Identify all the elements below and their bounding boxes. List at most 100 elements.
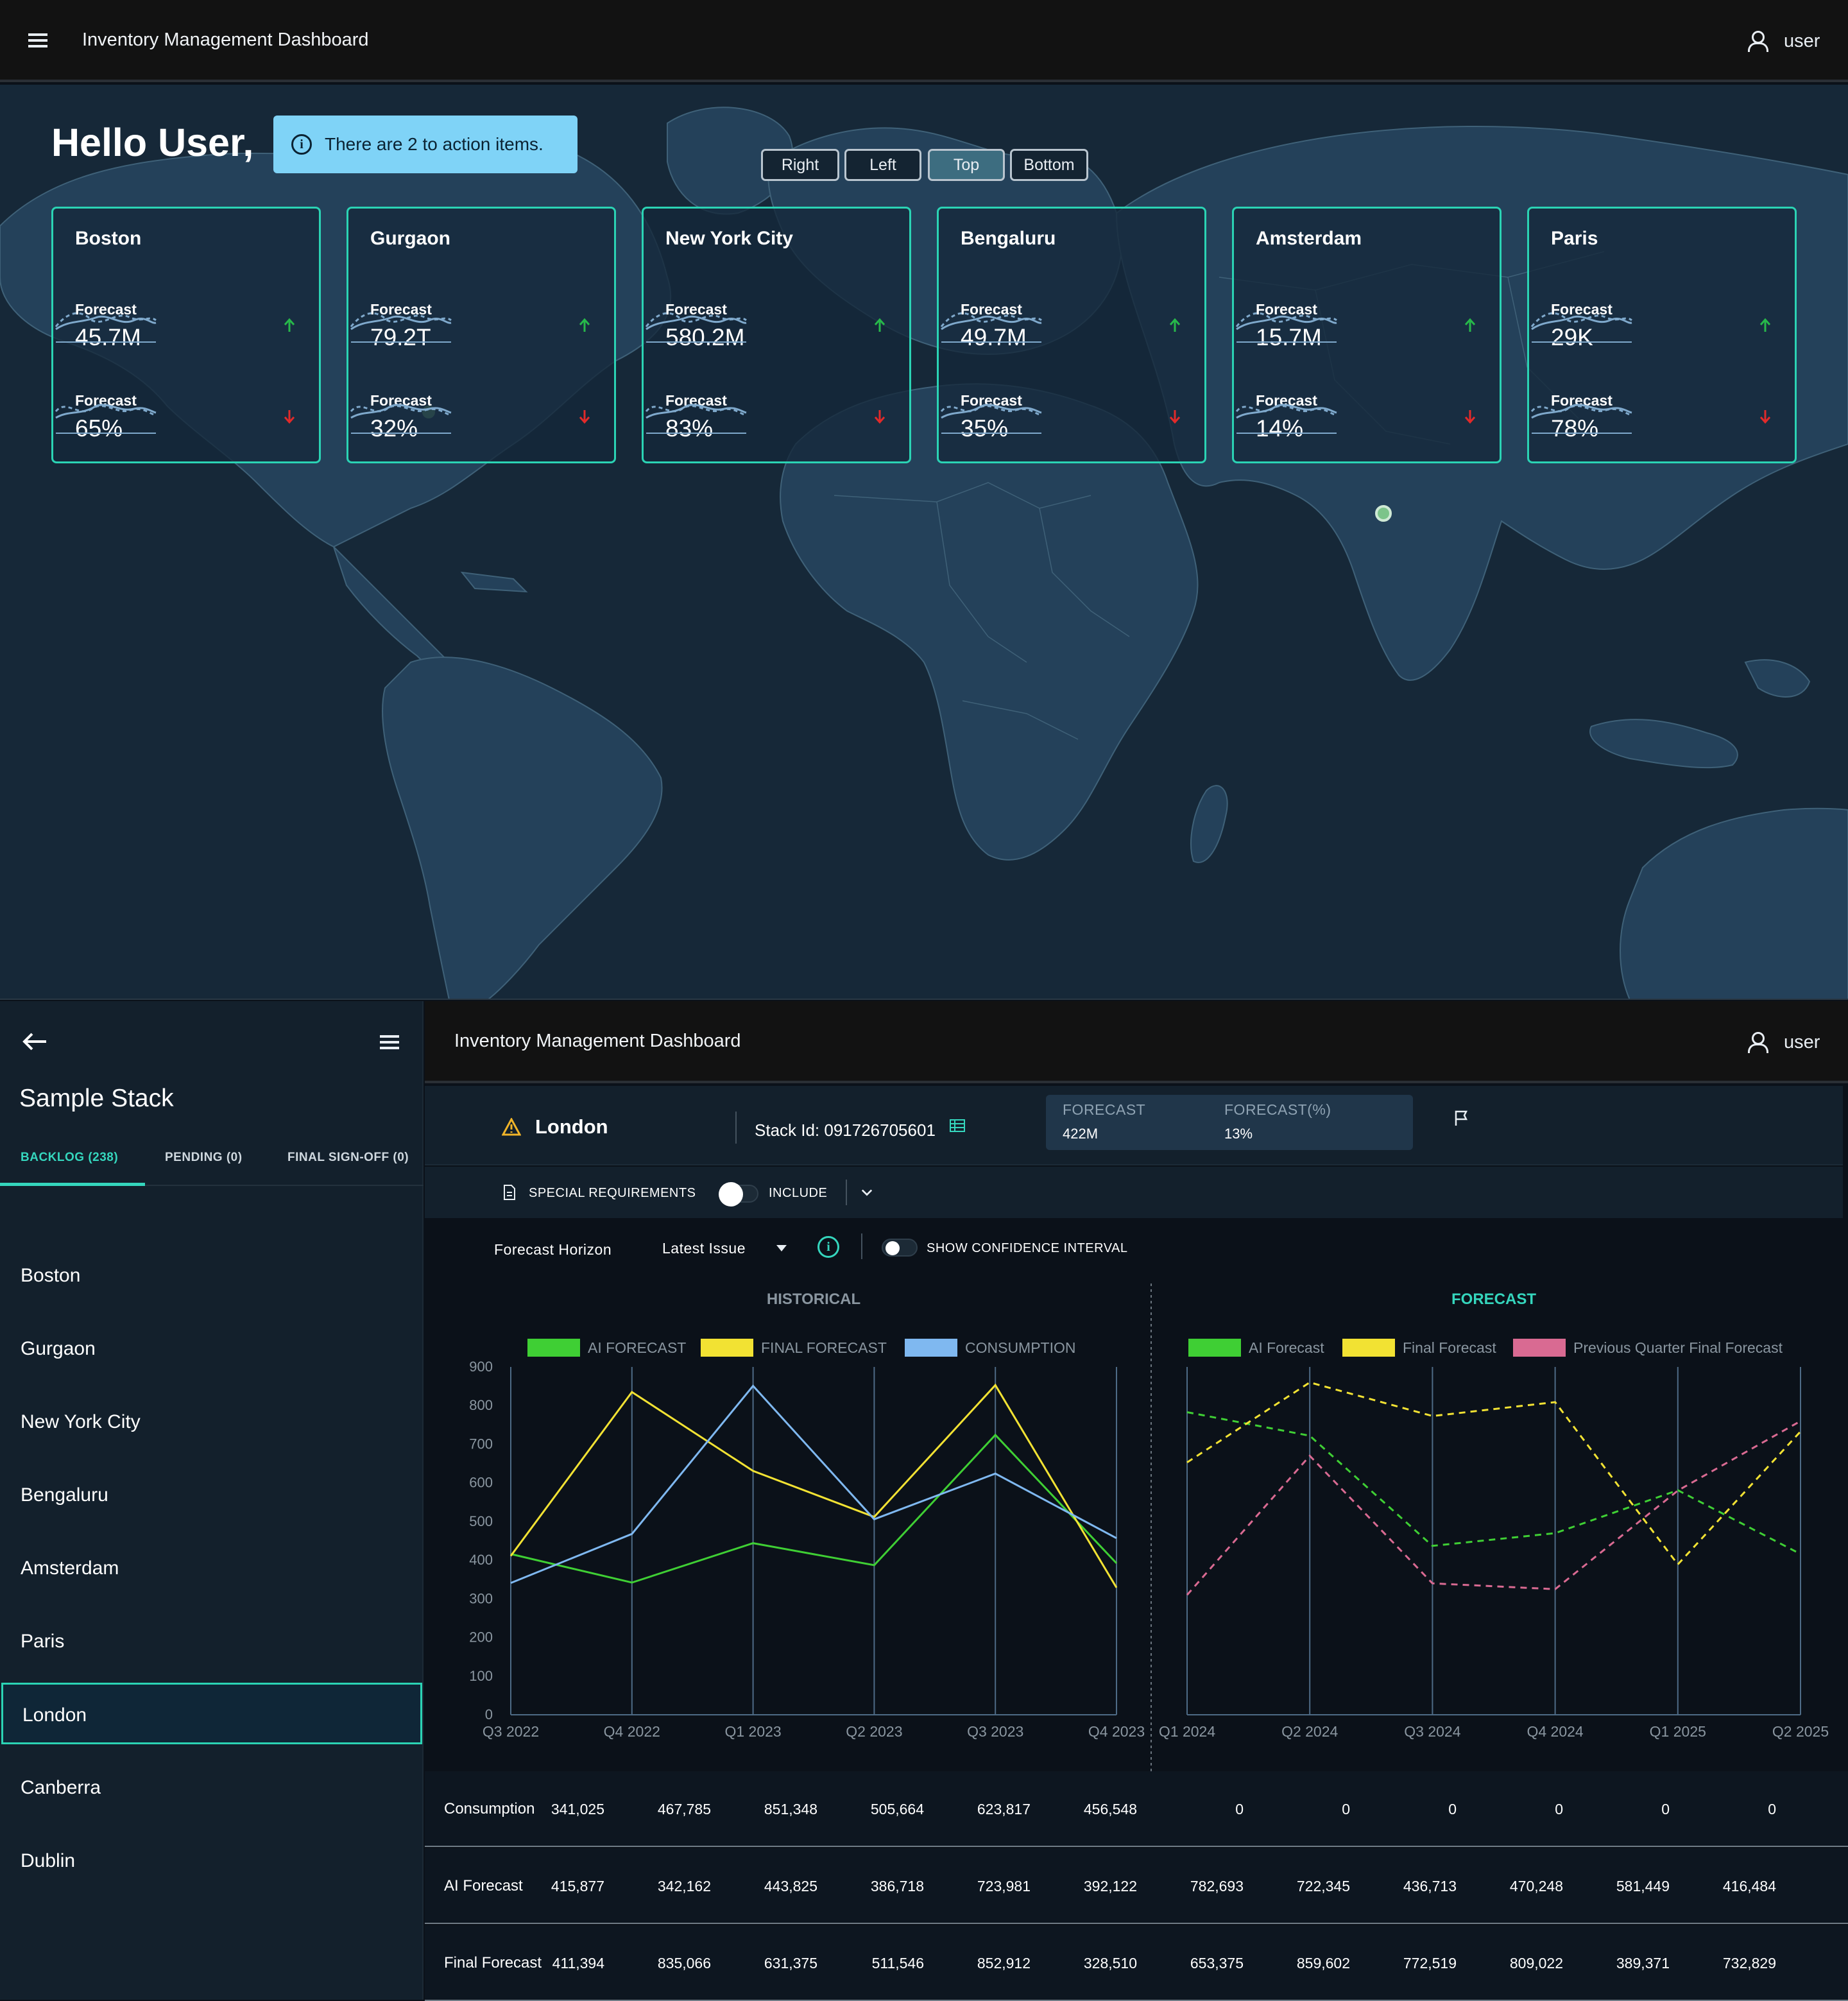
legend-swatch[interactable] bbox=[905, 1339, 957, 1357]
trend-down-icon bbox=[1169, 410, 1181, 424]
legend-swatch[interactable] bbox=[1513, 1339, 1566, 1357]
table-cell: 470,248 bbox=[1509, 1878, 1563, 1894]
table-cell: 852,912 bbox=[977, 1955, 1031, 1971]
legend-label: Previous Quarter Final Forecast bbox=[1573, 1339, 1783, 1356]
position-bottom-button[interactable]: Bottom bbox=[1010, 149, 1088, 181]
card-forecast-label: Forecast bbox=[961, 301, 1022, 318]
table-cell: 511,546 bbox=[871, 1955, 924, 1971]
confidence-interval-toggle[interactable] bbox=[882, 1239, 918, 1257]
card-forecast-label: Forecast bbox=[1551, 301, 1613, 318]
chevron-down-icon[interactable] bbox=[861, 1189, 873, 1196]
trend-up-icon bbox=[579, 318, 590, 332]
header-divider bbox=[735, 1112, 737, 1144]
notice-text: There are 2 to action items. bbox=[325, 134, 543, 154]
app-title: Inventory Management Dashboard bbox=[454, 1031, 741, 1051]
special-requirements-label: SPECIAL REQUIREMENTS bbox=[529, 1186, 696, 1200]
sidebar-item-canberra[interactable]: Canberra bbox=[21, 1777, 101, 1798]
legend-swatch[interactable] bbox=[527, 1339, 580, 1357]
action-items-notice[interactable]: i There are 2 to action items. bbox=[273, 116, 578, 173]
series-line-previous-quarter-final-forecast[interactable] bbox=[1186, 1420, 1801, 1596]
table-cell: 0 bbox=[1555, 1801, 1563, 1817]
legend-swatch[interactable] bbox=[1342, 1339, 1395, 1357]
sidebar-item-london[interactable]: London bbox=[1, 1683, 422, 1744]
detail-pane: Inventory Management Dashboard user Lond… bbox=[425, 1001, 1848, 2001]
city-card-paris[interactable]: Paris Forecast 29K Forecast 78% bbox=[1527, 207, 1797, 463]
table-cell: 392,122 bbox=[1083, 1878, 1137, 1894]
card-forecast-value: 78% bbox=[1551, 415, 1599, 442]
info-icon[interactable]: i bbox=[817, 1236, 839, 1258]
sidebar-item-bengaluru[interactable]: Bengaluru bbox=[21, 1484, 108, 1506]
x-tick-label: Q4 2022 bbox=[604, 1723, 660, 1740]
forecast-line-charts[interactable]: 0 100 200 300 400 500 600 700 800 900 HISTORICAL AI… bbox=[425, 1284, 1848, 1771]
series-line-final-forecast[interactable] bbox=[509, 1383, 1118, 1588]
table-cell: 505,664 bbox=[870, 1801, 924, 1817]
warning-icon bbox=[502, 1118, 521, 1136]
legend-label: CONSUMPTION bbox=[965, 1339, 1076, 1356]
flag-icon[interactable] bbox=[1454, 1110, 1469, 1127]
city-card-amsterdam[interactable]: Amsterdam Forecast 15.7M Forecast 14% bbox=[1232, 207, 1502, 463]
user-icon[interactable] bbox=[1747, 1032, 1768, 1053]
table-cell: 0 bbox=[1661, 1801, 1670, 1817]
user-icon[interactable] bbox=[1747, 31, 1768, 52]
table-cell: 436,713 bbox=[1403, 1878, 1457, 1894]
x-tick-label: Q3 2022 bbox=[483, 1723, 539, 1740]
user-name[interactable]: user bbox=[1784, 1032, 1820, 1052]
table-cell: 342,162 bbox=[657, 1878, 711, 1894]
stack-header: London Stack Id: 091726705601 FORECAST 4… bbox=[425, 1086, 1843, 1165]
menu-icon[interactable] bbox=[28, 33, 47, 47]
table-cell: 772,519 bbox=[1403, 1955, 1457, 1971]
y-tick-label: 900 bbox=[469, 1359, 493, 1375]
card-city: New York City bbox=[665, 228, 793, 249]
table-icon[interactable] bbox=[950, 1119, 965, 1132]
sidebar-item-new-york-city[interactable]: New York City bbox=[21, 1411, 141, 1432]
series-line-ai-forecast[interactable] bbox=[1186, 1411, 1801, 1555]
special-requirements-toggle[interactable] bbox=[719, 1182, 758, 1207]
x-tick-label: Q4 2024 bbox=[1527, 1723, 1583, 1740]
series-line-final-forecast[interactable] bbox=[1186, 1381, 1802, 1567]
legend-swatch[interactable] bbox=[701, 1339, 753, 1357]
y-tick-label: 300 bbox=[469, 1590, 493, 1606]
position-left-button[interactable]: Left bbox=[844, 149, 921, 181]
city-card-new-york-city[interactable]: New York City Forecast 580.2M Forecast 83% bbox=[642, 207, 911, 463]
sidebar-item-amsterdam[interactable]: Amsterdam bbox=[21, 1558, 119, 1579]
card-forecast-label: Forecast bbox=[75, 301, 137, 318]
card-forecast-value: 35% bbox=[961, 415, 1009, 442]
table-cell: 623,817 bbox=[977, 1801, 1031, 1817]
stack-id: Stack Id: 091726705601 bbox=[755, 1121, 936, 1140]
sidebar-item-dublin[interactable]: Dublin bbox=[21, 1850, 76, 1871]
position-right-button[interactable]: Right bbox=[761, 149, 839, 181]
card-forecast-label: Forecast bbox=[370, 301, 432, 318]
series-line-ai-forecast[interactable] bbox=[510, 1433, 1118, 1584]
series-line-consumption[interactable] bbox=[510, 1384, 1117, 1584]
top-app-bar: Inventory Management Dashboard user bbox=[0, 0, 1848, 82]
caret-down-icon[interactable] bbox=[776, 1245, 787, 1251]
table-cell: 0 bbox=[1235, 1801, 1244, 1817]
forecast-horizon-select[interactable]: Latest Issue bbox=[662, 1240, 746, 1257]
tab-final-sign-off[interactable]: FINAL SIGN-OFF (0) bbox=[287, 1151, 409, 1164]
sidebar-item-boston[interactable]: Boston bbox=[21, 1265, 81, 1286]
legend-swatch[interactable] bbox=[1188, 1339, 1241, 1357]
sidebar-item-gurgaon[interactable]: Gurgaon bbox=[21, 1338, 96, 1359]
city-card-gurgaon[interactable]: Gurgaon Forecast 79.2T Forecast 32% bbox=[346, 207, 616, 463]
sparkline bbox=[645, 312, 747, 343]
tab-backlog[interactable]: BACKLOG (238) bbox=[0, 1129, 145, 1186]
map-marker[interactable] bbox=[1375, 505, 1392, 522]
city-card-bengaluru[interactable]: Bengaluru Forecast 49.7M Forecast 35% bbox=[937, 207, 1206, 463]
include-divider bbox=[846, 1180, 847, 1205]
tab-pending[interactable]: PENDING (0) bbox=[165, 1151, 243, 1164]
horizon-divider bbox=[861, 1233, 862, 1259]
sidebar-menu-icon[interactable] bbox=[380, 1035, 399, 1049]
stack-sidebar: Sample Stack BACKLOG (238) PENDING (0) F… bbox=[0, 1001, 424, 2000]
position-top-button[interactable]: Top bbox=[928, 149, 1005, 181]
sidebar-item-paris[interactable]: Paris bbox=[21, 1631, 65, 1652]
x-tick-label: Q3 2024 bbox=[1404, 1723, 1460, 1740]
city-card-boston[interactable]: Boston Forecast 45.7M Forecast 65% bbox=[51, 207, 321, 463]
back-arrow-icon[interactable] bbox=[22, 1032, 47, 1051]
table-cell: 782,693 bbox=[1190, 1878, 1244, 1894]
x-tick-label: Q1 2023 bbox=[724, 1723, 781, 1740]
trend-down-icon bbox=[874, 410, 886, 424]
table-cell: 859,602 bbox=[1296, 1955, 1350, 1971]
user-name[interactable]: user bbox=[1784, 31, 1820, 51]
include-label: INCLUDE bbox=[769, 1186, 828, 1200]
forecast-data-table: Consumption 341,025 467,785 851,348 505,664 6… bbox=[425, 1771, 1848, 2001]
